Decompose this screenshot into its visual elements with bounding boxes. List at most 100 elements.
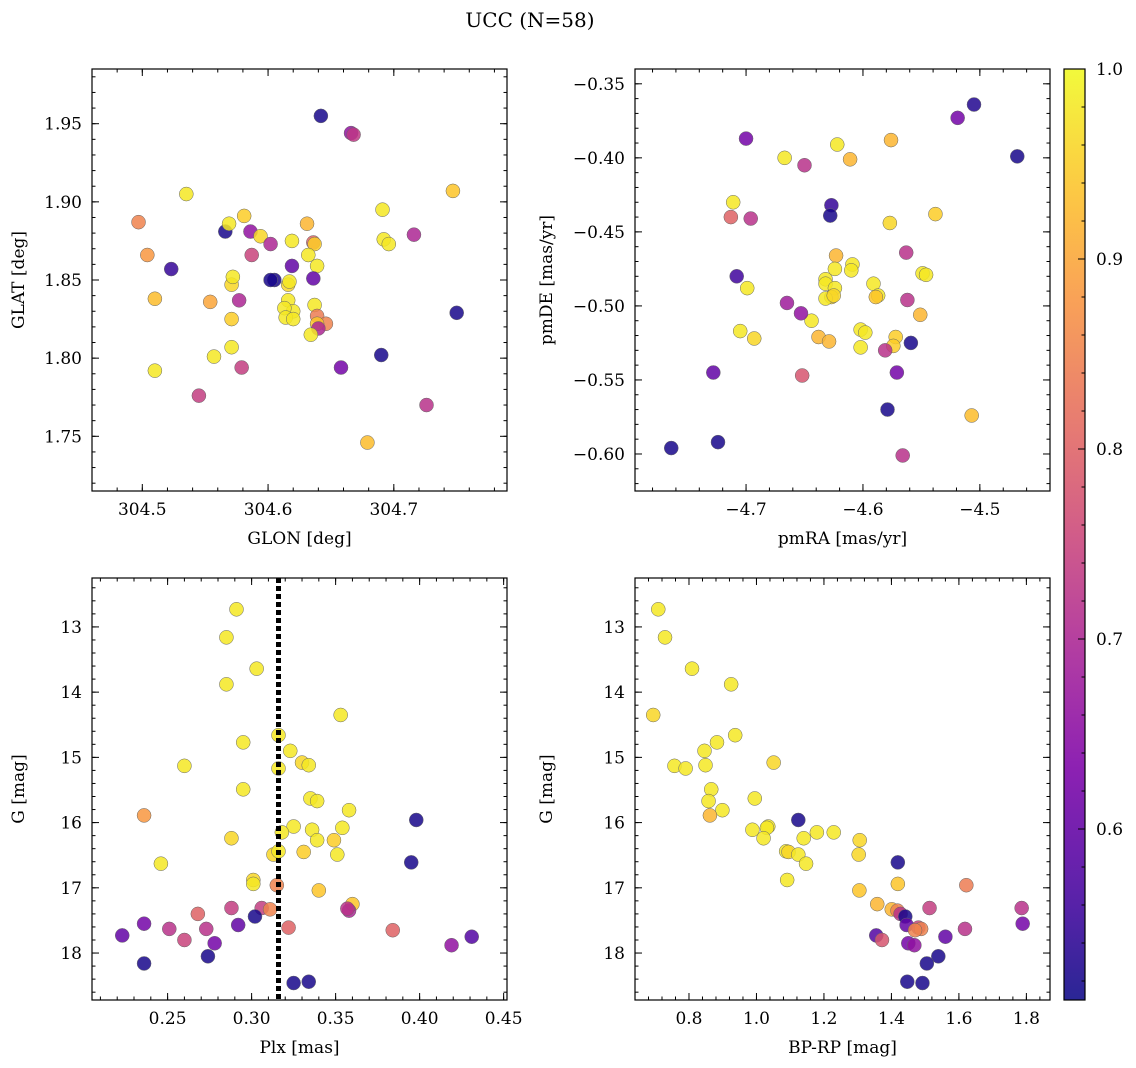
scatter-point bbox=[235, 735, 251, 750]
scatter-point bbox=[147, 363, 163, 378]
scatter-point bbox=[311, 883, 327, 898]
scatter-point bbox=[798, 856, 814, 871]
y-tick-label: 17 bbox=[603, 879, 625, 899]
scatter-point bbox=[738, 131, 754, 146]
scatter-point bbox=[874, 932, 890, 948]
scatter-point bbox=[464, 929, 479, 944]
scatter-point bbox=[299, 216, 315, 231]
scatter-point bbox=[136, 916, 152, 931]
scatter-point bbox=[333, 707, 348, 723]
scatter-point bbox=[282, 274, 297, 289]
y-tick-label: −0.40 bbox=[573, 149, 625, 169]
panel-glon-glat: 304.5 304.6 304.7 1.75 1.80 1.85 1.90 1.95 GLON … bbox=[9, 68, 508, 549]
scatter-points bbox=[663, 97, 1025, 463]
x-tick-label: 1.4 bbox=[878, 1009, 905, 1029]
y-tick-label: 16 bbox=[603, 814, 625, 834]
y-axis-label: pmDE [mas/yr] bbox=[537, 215, 557, 345]
y-tick-label: 13 bbox=[603, 618, 625, 638]
scatter-point bbox=[373, 347, 389, 363]
y-tick-label: 1.90 bbox=[44, 193, 82, 213]
y-tick-label: 13 bbox=[60, 618, 82, 638]
scatter-point bbox=[262, 902, 278, 917]
scatter-point bbox=[333, 360, 349, 375]
scatter-point bbox=[341, 802, 357, 818]
scatter-point bbox=[723, 209, 739, 225]
scatter-point bbox=[235, 782, 251, 797]
x-tick-label: 304.7 bbox=[369, 500, 418, 520]
axes-frame bbox=[91, 68, 508, 492]
scatter-point bbox=[249, 661, 264, 676]
scatter-point bbox=[912, 307, 928, 323]
scatter-point bbox=[202, 294, 218, 310]
scatter-point bbox=[797, 157, 812, 173]
scatter-point bbox=[200, 949, 216, 964]
y-axis-label: G [mag] bbox=[537, 754, 557, 823]
scatter-point bbox=[301, 247, 316, 263]
scatter-point bbox=[199, 921, 214, 937]
scatter-point bbox=[244, 247, 259, 263]
y-tick-label: −0.45 bbox=[573, 223, 625, 243]
scatter-point bbox=[931, 949, 946, 964]
scatter-point bbox=[301, 757, 316, 773]
scatter-point bbox=[330, 847, 345, 862]
scatter-point bbox=[225, 269, 241, 285]
scatter-point bbox=[236, 208, 252, 224]
x-tick-label: 0.8 bbox=[675, 1009, 702, 1029]
scatter-point bbox=[419, 397, 434, 413]
scatter-point bbox=[114, 928, 130, 943]
scatter-point bbox=[796, 830, 811, 846]
scatter-point bbox=[445, 183, 461, 199]
scatter-point bbox=[842, 152, 858, 167]
scatter-point bbox=[281, 920, 296, 935]
y-tick-label: 17 bbox=[60, 879, 82, 899]
scatter-point bbox=[131, 214, 146, 230]
scatter-point bbox=[745, 822, 760, 838]
scatter-point bbox=[966, 97, 982, 112]
scatter-point bbox=[766, 755, 781, 770]
scatter-point bbox=[732, 323, 748, 339]
scatter-point bbox=[263, 236, 278, 252]
y-tick-label: −0.35 bbox=[573, 75, 625, 95]
y-tick-label: 1.85 bbox=[44, 271, 82, 291]
scatter-point bbox=[793, 306, 809, 321]
panel-bprp-g: 0.8 1.0 1.2 1.4 1.6 1.8 13 14 15 16 17 18 BP-RP [mag… bbox=[537, 577, 1051, 1058]
scatter-point bbox=[219, 630, 234, 645]
axes-frame bbox=[91, 577, 508, 1001]
scatter-point bbox=[1010, 149, 1025, 164]
y-tick-label: 16 bbox=[60, 814, 82, 834]
scatter-point bbox=[827, 261, 843, 277]
panel-pmra-pmde: −4.7 −4.6 −4.5 −0.60 −0.55 −0.50 −0.45 −0.40 −0.… bbox=[537, 68, 1051, 549]
scatter-point bbox=[403, 855, 419, 870]
scatter-point bbox=[309, 832, 325, 848]
scatter-point bbox=[444, 937, 459, 953]
scatter-point bbox=[335, 820, 350, 836]
scatter-point bbox=[224, 311, 239, 327]
scatter-point bbox=[263, 272, 278, 288]
scatter-point bbox=[224, 900, 239, 916]
scatter-point bbox=[919, 956, 935, 971]
x-tick-label: 1.6 bbox=[945, 1009, 972, 1029]
scatter-point bbox=[284, 258, 300, 274]
scatter-point bbox=[868, 289, 884, 305]
scatter-point bbox=[651, 602, 666, 617]
scatter-point bbox=[219, 677, 234, 692]
scatter-point bbox=[791, 812, 806, 828]
scatter-point bbox=[779, 295, 795, 311]
scatter-point bbox=[822, 208, 838, 223]
y-tick-label: 1.75 bbox=[44, 427, 82, 447]
scatter-point bbox=[326, 832, 342, 848]
scatter-point bbox=[231, 293, 247, 308]
scatter-point bbox=[882, 215, 898, 231]
x-axis-label: GLON [deg] bbox=[247, 529, 351, 549]
scatter-point bbox=[449, 305, 464, 321]
scatter-point bbox=[246, 876, 261, 892]
y-tick-label: 14 bbox=[60, 683, 82, 703]
colorbar-gradient bbox=[1063, 68, 1086, 1001]
scatter-point bbox=[162, 921, 177, 937]
scatter-point bbox=[229, 602, 244, 617]
scatter-point bbox=[928, 206, 943, 222]
scatter-point bbox=[657, 630, 673, 645]
scatter-point bbox=[224, 830, 239, 846]
scatter-point bbox=[794, 368, 810, 383]
scatter-point bbox=[727, 727, 743, 743]
